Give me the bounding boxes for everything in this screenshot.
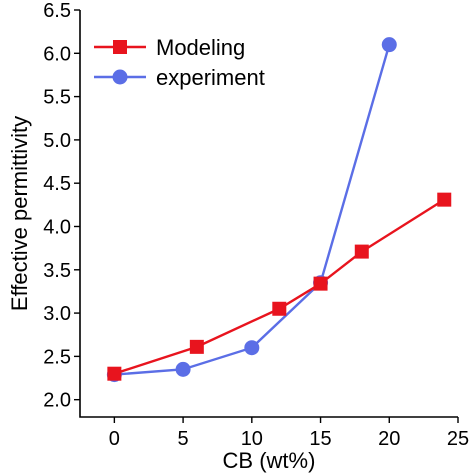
y-tick-label: 6.0 [43, 43, 71, 65]
modeling-point [313, 276, 328, 291]
series-layer [106, 37, 452, 383]
x-tick-label: 5 [178, 428, 189, 450]
x-tick-label: 10 [241, 428, 263, 450]
legend-marker [112, 69, 128, 85]
modeling-point [437, 192, 452, 207]
y-tick-label: 2.5 [43, 346, 71, 368]
y-tick-label: 6.5 [43, 0, 71, 22]
experiment-point [381, 37, 397, 53]
modeling-point [272, 301, 287, 316]
axis-frame [79, 10, 458, 418]
y-tick-label: 5.5 [43, 87, 71, 109]
legend-item-modeling: Modeling [94, 35, 245, 60]
y-tick-label: 4.0 [43, 216, 71, 238]
legend-item-experiment: experiment [94, 65, 265, 90]
modeling-point [107, 366, 122, 381]
y-axis-title: Effective permittivity [7, 116, 32, 311]
y-tick-label: 3.5 [43, 260, 71, 282]
modeling-line [113, 198, 445, 375]
legend-marker [113, 40, 127, 54]
axes [79, 10, 458, 418]
experiment-line [114, 44, 391, 376]
x-tick-label: 25 [447, 428, 469, 450]
experiment-point [244, 340, 260, 356]
modeling-point [189, 339, 204, 354]
experiment-point [175, 361, 191, 377]
x-tick-label: 15 [309, 428, 331, 450]
x-tick-label: 20 [378, 428, 400, 450]
legend-label: experiment [156, 65, 265, 90]
y-tick-label: 4.5 [43, 173, 71, 195]
legend: Modeling experiment [94, 35, 265, 90]
x-axis-title: CB (wt%) [223, 448, 316, 473]
modeling-point [354, 244, 369, 259]
y-tick-label: 2.0 [43, 390, 71, 412]
y-tick-label: 5.0 [43, 130, 71, 152]
ticks: 0 5 10 15 20 25 2.0 2.5 3.0 3.5 4.0 4.5 5.0 5.5 6.0 6.5 [43, 0, 469, 450]
y-tick-label: 3.0 [43, 303, 71, 325]
x-tick-label: 0 [109, 428, 120, 450]
series-modeling [107, 192, 452, 381]
legend-label: Modeling [156, 35, 245, 60]
